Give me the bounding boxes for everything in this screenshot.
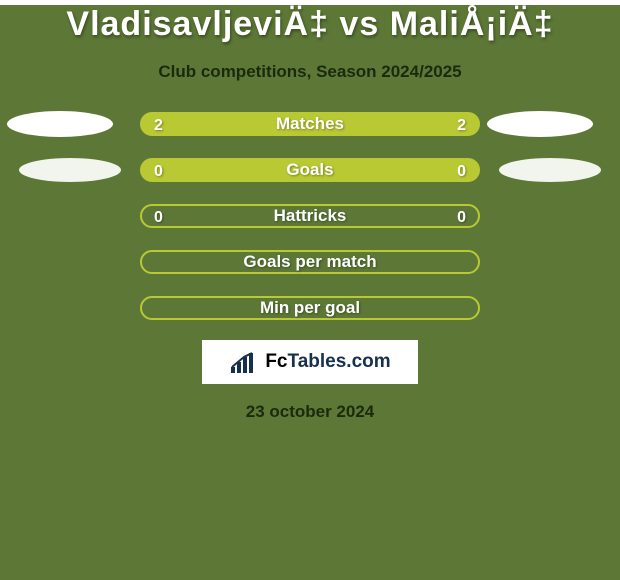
stat-label: Min per goal xyxy=(260,298,360,318)
stat-row-hattricks: 0 Hattricks 0 xyxy=(0,204,620,228)
stat-row-min-per-goal: Min per goal xyxy=(0,296,620,320)
date-text: 23 october 2024 xyxy=(0,402,620,422)
left-ellipse-matches xyxy=(7,111,113,137)
page-title: VladisavljeviÄ‡ vs MaliÅ¡iÄ‡ xyxy=(0,5,620,44)
logo-prefix: Fc xyxy=(265,351,287,372)
logo-suffix: Tables.com xyxy=(288,351,391,372)
stat-left-value: 0 xyxy=(154,206,163,230)
stat-left-value: 0 xyxy=(154,160,163,184)
logo-box: FcTables.com xyxy=(202,340,418,384)
stats-rows: 2 Matches 2 0 Goals 0 0 Hattricks 0 xyxy=(0,112,620,320)
page-subtitle: Club competitions, Season 2024/2025 xyxy=(0,62,620,82)
bar-chart-icon xyxy=(229,351,257,373)
stat-right-value: 2 xyxy=(457,114,466,138)
stat-row-goals-per-match: Goals per match xyxy=(0,250,620,274)
logo-text: FcTables.com xyxy=(265,351,390,373)
stat-bar-min-per-goal: Min per goal xyxy=(140,296,480,320)
stat-row-goals: 0 Goals 0 xyxy=(0,158,620,182)
stat-right-value: 0 xyxy=(457,160,466,184)
stat-bar-matches: 2 Matches 2 xyxy=(140,112,480,136)
stat-right-value: 0 xyxy=(457,206,466,230)
stat-row-matches: 2 Matches 2 xyxy=(0,112,620,136)
stat-bar-goals-per-match: Goals per match xyxy=(140,250,480,274)
logo-inner: FcTables.com xyxy=(229,351,390,373)
stat-label: Hattricks xyxy=(274,206,347,226)
page-root: VladisavljeviÄ‡ vs MaliÅ¡iÄ‡ Club compet… xyxy=(0,5,620,580)
left-ellipse-goals xyxy=(19,158,121,182)
stat-label: Goals per match xyxy=(243,252,376,272)
right-ellipse-matches xyxy=(487,111,593,137)
stat-label: Goals xyxy=(286,160,333,180)
right-ellipse-goals xyxy=(499,158,601,182)
stat-bar-hattricks: 0 Hattricks 0 xyxy=(140,204,480,228)
stat-label: Matches xyxy=(276,114,344,134)
stat-left-value: 2 xyxy=(154,114,163,138)
stat-bar-goals: 0 Goals 0 xyxy=(140,158,480,182)
